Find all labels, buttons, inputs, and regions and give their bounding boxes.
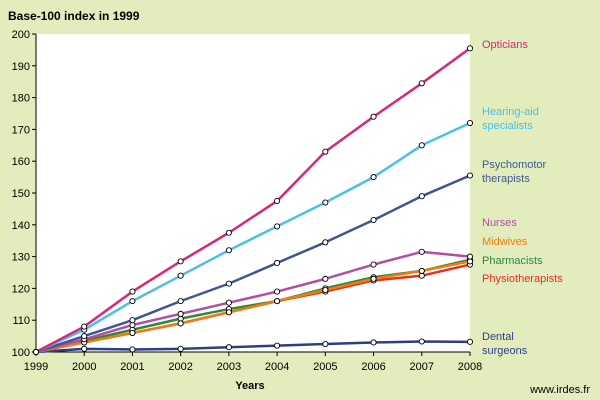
data-point <box>177 298 184 305</box>
data-point <box>274 197 281 204</box>
series-line <box>34 340 472 354</box>
data-point <box>225 309 232 316</box>
x-tick-label: 2006 <box>361 361 385 373</box>
series-line <box>34 250 472 354</box>
x-tick-label: 2001 <box>120 361 144 373</box>
series-label: Opticians <box>482 39 528 51</box>
data-point <box>370 275 377 282</box>
y-tick-label: 200 <box>12 29 30 41</box>
series-label: Nurses <box>482 217 517 229</box>
data-point <box>418 248 425 255</box>
data-point <box>177 345 184 352</box>
x-tick-label: 2002 <box>168 361 192 373</box>
data-point <box>322 286 329 294</box>
y-tick-label: 150 <box>12 188 30 200</box>
series-label: Dental <box>482 331 514 343</box>
data-point <box>466 338 474 345</box>
data-point <box>129 317 136 324</box>
data-point <box>129 298 136 305</box>
data-point <box>177 272 184 279</box>
data-point <box>129 346 136 353</box>
x-tick-label: 2003 <box>217 361 241 373</box>
data-point <box>81 323 88 330</box>
series-line <box>34 121 472 354</box>
series-label: Hearing-aid <box>482 106 539 118</box>
series-label: therapists <box>482 173 530 185</box>
x-tick-label: 2005 <box>313 361 337 373</box>
x-axis-label: Years <box>235 380 264 392</box>
series-line <box>34 174 472 354</box>
data-point <box>177 310 184 317</box>
series-label: specialists <box>482 120 533 132</box>
x-tick-label: 2008 <box>458 361 482 373</box>
data-point <box>274 259 281 267</box>
data-point <box>225 247 232 254</box>
series-label: surgeons <box>482 345 528 357</box>
y-tick-label: 120 <box>12 283 30 295</box>
x-tick-label: 1999 <box>24 361 48 373</box>
data-point <box>466 45 474 52</box>
data-point <box>129 288 136 295</box>
data-point <box>274 342 281 349</box>
data-point <box>274 288 281 295</box>
plot-area: 100 110 120 130 140 150 160 170 180 190 200 1999 200… <box>12 29 564 373</box>
x-tick-label: 2000 <box>72 361 96 373</box>
data-point <box>322 275 329 282</box>
series-label: Midwives <box>482 236 528 248</box>
series-label: Pharmacists <box>482 255 543 267</box>
y-tick-label: 170 <box>12 124 30 136</box>
plot-background <box>36 34 470 352</box>
data-point <box>370 339 377 346</box>
data-point <box>225 280 232 287</box>
data-point <box>129 329 136 336</box>
x-tick-label: 2007 <box>410 361 434 373</box>
data-point <box>418 142 425 149</box>
data-point <box>418 338 425 345</box>
series-label: Psychomotor <box>482 159 547 171</box>
data-point <box>370 174 377 181</box>
data-point <box>370 261 377 268</box>
data-point <box>322 148 329 155</box>
series-line <box>34 47 472 354</box>
data-point <box>274 298 281 305</box>
y-tick-label: 160 <box>12 156 30 168</box>
y-tick-label: 140 <box>12 220 30 232</box>
data-point <box>225 344 232 351</box>
data-point <box>32 348 40 356</box>
data-point <box>322 199 329 206</box>
data-point <box>81 333 88 340</box>
source-text: www.irdes.fr <box>529 384 590 396</box>
data-point <box>466 119 474 127</box>
data-point <box>225 299 232 306</box>
data-point <box>370 216 377 224</box>
data-point <box>225 229 232 236</box>
data-point <box>274 223 281 230</box>
data-point <box>177 320 184 327</box>
data-point <box>81 345 88 352</box>
y-tick-label: 180 <box>12 93 30 105</box>
data-point <box>370 113 377 120</box>
y-tick-label: 190 <box>12 61 30 73</box>
data-point <box>418 193 425 200</box>
y-tick-label: 110 <box>12 315 30 327</box>
data-point <box>177 258 184 265</box>
data-point <box>466 172 474 179</box>
data-point <box>418 267 425 274</box>
data-point <box>322 340 329 348</box>
data-point <box>418 80 425 87</box>
series-line <box>34 260 472 354</box>
x-tick-label: 2004 <box>265 361 289 373</box>
data-point <box>466 253 474 260</box>
y-tick-label: 130 <box>12 252 30 264</box>
y-tick-label: 100 <box>12 347 30 359</box>
series-label: Physiotherapists <box>482 273 563 285</box>
data-point <box>322 239 329 246</box>
chart-title: Base-100 index in 1999 <box>8 9 140 23</box>
